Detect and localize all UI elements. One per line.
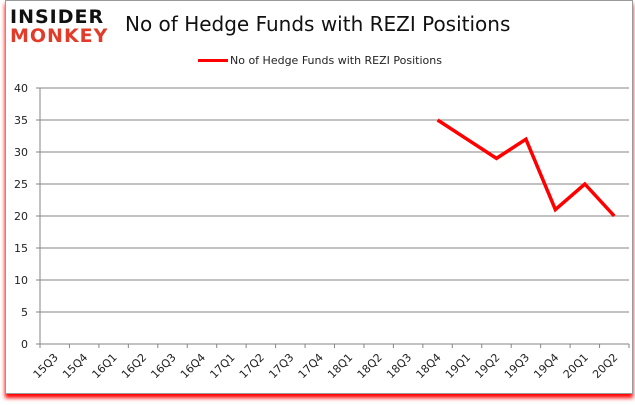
x-tick-label: 18Q2 [355, 351, 385, 381]
y-tick-label: 20 [14, 210, 28, 223]
series-line [436, 118, 616, 218]
y-tick-label: 35 [14, 114, 28, 127]
y-tick-label: 25 [14, 178, 28, 191]
x-tick-label: 19Q2 [472, 351, 502, 381]
x-tick-label: 16Q2 [119, 351, 149, 381]
insider-monkey-logo: INSIDER MONKEY [10, 8, 108, 46]
x-tick-label: 17Q2 [237, 351, 267, 381]
x-tick-label: 17Q1 [207, 351, 237, 381]
y-tick-label: 0 [21, 338, 28, 351]
x-tick-label: 18Q1 [325, 351, 355, 381]
x-tick-label: 17Q3 [266, 351, 296, 381]
x-tick-label: 20Q2 [590, 351, 620, 381]
legend: No of Hedge Funds with REZI Positions [198, 54, 442, 67]
logo-line1: INSIDER [10, 6, 105, 28]
x-tick-label: 16Q3 [148, 351, 178, 381]
y-tick-label: 10 [14, 274, 28, 287]
y-tick-label: 5 [21, 306, 28, 319]
x-tick-label: 19Q1 [443, 351, 473, 381]
chart-title: No of Hedge Funds with REZI Positions [125, 12, 511, 36]
chart-frame [5, 0, 633, 394]
x-tick-label: 16Q4 [178, 351, 208, 381]
y-tick-label: 15 [14, 242, 28, 255]
logo-line2: MONKEY [10, 25, 109, 47]
y-tick-label: 40 [14, 82, 28, 95]
y-tick-label: 30 [14, 146, 28, 159]
x-tick-label: 15Q3 [31, 351, 61, 381]
x-tick-label: 19Q3 [502, 351, 532, 381]
legend-label: No of Hedge Funds with REZI Positions [230, 54, 442, 67]
x-tick-label: 18Q3 [384, 351, 414, 381]
x-tick-label: 20Q1 [561, 351, 591, 381]
x-tick-label: 16Q1 [90, 351, 120, 381]
x-tick-label: 19Q4 [531, 351, 561, 381]
x-tick-label: 18Q4 [414, 351, 444, 381]
x-tick-label: 17Q4 [296, 351, 326, 381]
x-tick-label: 15Q4 [60, 351, 90, 381]
legend-line-swatch [198, 59, 228, 62]
